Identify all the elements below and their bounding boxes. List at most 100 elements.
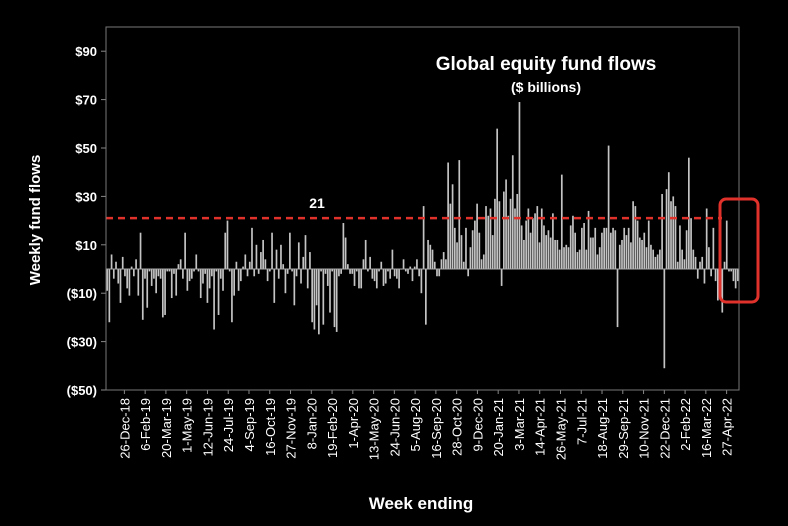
bar bbox=[141, 269, 144, 320]
bar bbox=[257, 269, 260, 274]
bar bbox=[438, 269, 441, 277]
bar bbox=[244, 254, 247, 269]
bar bbox=[427, 239, 429, 269]
bar bbox=[135, 259, 137, 269]
bar bbox=[681, 249, 684, 269]
bar bbox=[322, 269, 325, 325]
bar bbox=[166, 269, 169, 272]
bar bbox=[654, 256, 657, 269]
bar bbox=[436, 269, 438, 277]
bar bbox=[688, 157, 690, 269]
bar bbox=[133, 269, 135, 277]
bar bbox=[282, 264, 285, 269]
bar bbox=[173, 269, 175, 274]
bar bbox=[155, 269, 157, 294]
bar bbox=[242, 266, 244, 269]
bar bbox=[208, 269, 211, 289]
bar bbox=[547, 230, 550, 269]
highlight-box bbox=[718, 197, 760, 304]
bar bbox=[592, 237, 594, 269]
bar bbox=[556, 239, 559, 269]
bar bbox=[509, 198, 512, 269]
bar bbox=[344, 237, 347, 269]
bar bbox=[536, 206, 539, 269]
bar bbox=[342, 223, 345, 269]
y-tick-label: $90 bbox=[75, 44, 97, 59]
bar bbox=[447, 162, 449, 269]
bar bbox=[498, 201, 501, 269]
bar bbox=[478, 232, 481, 269]
bar bbox=[197, 269, 200, 272]
bar bbox=[500, 269, 503, 286]
bar bbox=[115, 261, 117, 269]
bar bbox=[485, 206, 487, 269]
bar bbox=[286, 269, 289, 274]
chart-title: Global equity fund flows bbox=[436, 54, 657, 75]
bar bbox=[159, 269, 162, 279]
bar bbox=[607, 145, 610, 269]
bar bbox=[315, 269, 318, 306]
bar bbox=[710, 269, 712, 277]
bar bbox=[275, 249, 278, 269]
bar bbox=[572, 215, 574, 269]
bar bbox=[612, 227, 614, 269]
x-axis-label: Week ending bbox=[369, 494, 474, 513]
bar bbox=[701, 256, 704, 269]
bar bbox=[440, 259, 443, 269]
bar bbox=[538, 242, 541, 269]
bar bbox=[471, 230, 474, 269]
bar bbox=[313, 269, 316, 330]
bar bbox=[179, 259, 182, 269]
bar bbox=[578, 249, 581, 269]
bar bbox=[433, 261, 436, 269]
bar bbox=[369, 256, 371, 269]
bar bbox=[404, 269, 407, 272]
bar bbox=[540, 208, 543, 269]
bar bbox=[153, 269, 155, 279]
bar bbox=[304, 235, 307, 269]
bar bbox=[598, 247, 601, 269]
bar bbox=[418, 269, 420, 277]
bar bbox=[413, 266, 416, 269]
bar bbox=[168, 269, 171, 272]
bar bbox=[670, 201, 672, 269]
bar bbox=[139, 232, 142, 269]
bar bbox=[585, 249, 588, 269]
bar bbox=[378, 269, 380, 272]
reference-line-label: 21 bbox=[309, 195, 325, 211]
bar bbox=[589, 237, 592, 269]
bar bbox=[721, 269, 724, 313]
bar bbox=[233, 269, 235, 296]
bar bbox=[442, 252, 445, 269]
bar bbox=[647, 220, 650, 269]
bar bbox=[480, 259, 483, 269]
bar bbox=[552, 213, 554, 269]
bar bbox=[661, 193, 663, 269]
bar bbox=[268, 269, 271, 272]
bar bbox=[636, 220, 639, 269]
bar bbox=[324, 269, 327, 274]
bar bbox=[674, 206, 677, 269]
bar bbox=[248, 261, 251, 269]
bar bbox=[663, 269, 666, 369]
bar bbox=[360, 269, 363, 289]
bar bbox=[420, 269, 423, 294]
bar bbox=[523, 239, 525, 269]
bar bbox=[215, 269, 218, 272]
y-axis-label: Weekly fund flows bbox=[27, 155, 44, 286]
y-tick-label: ($10) bbox=[67, 286, 97, 301]
bar bbox=[382, 269, 385, 286]
x-tick-label: 19-Feb-20 bbox=[325, 398, 340, 458]
x-tick-label: 16-Sep-20 bbox=[429, 398, 444, 459]
bar bbox=[177, 264, 180, 269]
bar bbox=[505, 179, 507, 269]
bar bbox=[264, 259, 267, 269]
bar bbox=[456, 242, 458, 269]
x-tick-label: 26-Dec-18 bbox=[117, 398, 132, 459]
bar bbox=[563, 247, 565, 269]
bar bbox=[329, 269, 331, 313]
bar bbox=[453, 227, 456, 269]
bar bbox=[703, 269, 706, 284]
bar bbox=[150, 269, 153, 286]
bar bbox=[725, 220, 728, 269]
